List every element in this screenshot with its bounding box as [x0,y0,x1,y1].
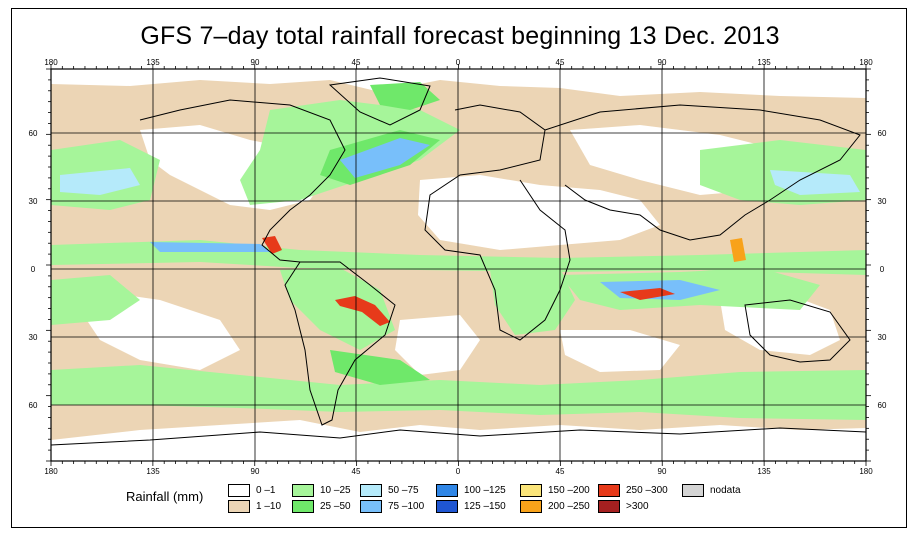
right-lat-label: 0 [880,265,885,274]
legend-label: 150 –200 [548,485,590,496]
dry-region-south-atlantic [395,315,480,375]
heavy-rain-north-atlantic [340,138,430,178]
top-lon-label: 135 [757,58,771,67]
legend-label: 10 –25 [320,485,351,496]
legend-label: 25 –50 [320,501,351,512]
legend-swatch [360,500,382,513]
left-lat-label: 30 [29,333,38,342]
rain-band-south-atlantic [330,350,430,385]
legend-swatch [228,500,250,513]
legend-swatch [436,500,458,513]
legend-label: 0 –1 [256,485,276,496]
coastline-europe-africa [424,104,571,341]
heavy-rain-north-pacific [60,168,140,195]
coastline-australia [744,299,851,363]
top-lon-label: 45 [556,58,565,67]
legend-swatch [520,484,542,497]
legend-swatch [436,484,458,497]
bottom-lon-label: 0 [456,467,461,476]
legend-label: 125 –150 [464,501,506,512]
bottom-lon-labels: 180 135 90 45 0 45 90 135 180 [44,467,873,476]
legend-label: 100 –125 [464,485,506,496]
legend-swatch [520,500,542,513]
top-lon-label: 90 [251,58,260,67]
legend-label: 50 –75 [388,485,419,496]
left-lat-label: 0 [31,265,36,274]
legend: Rainfall (mm) 0 –1 1 –10 10 –25 25 –50 5… [122,484,782,520]
bottom-lon-label: 45 [352,467,361,476]
heavy-rain-west-pacific [770,170,860,195]
extreme-rain-philippines [730,238,746,262]
tick-marks [46,64,871,466]
dry-region-south-indian [560,330,680,372]
legend-title: Rainfall (mm) [126,489,204,504]
left-lat-labels: 60 30 0 30 60 [29,129,38,410]
top-lon-label: 0 [456,58,461,67]
coastline-greenland [328,77,431,126]
top-lon-label: 45 [352,58,361,67]
right-lat-label: 30 [878,333,887,342]
legend-label: nodata [710,485,741,496]
legend-swatch [228,484,250,497]
legend-swatch [292,500,314,513]
dry-region-sahara-arabia [418,175,660,250]
dry-region-australia [720,295,840,355]
figure-frame [11,8,907,528]
left-lat-label: 30 [29,197,38,206]
legend-label: >300 [626,501,649,512]
top-lon-label: 180 [859,58,873,67]
coastline-north-america [139,99,346,263]
map-title: GFS 7–day total rainfall forecast beginn… [140,22,780,50]
bottom-lon-label: 180 [44,467,58,476]
legend-label: 200 –250 [548,501,590,512]
legend-label: 250 –300 [626,485,668,496]
rain-south-america [280,268,395,350]
extreme-rain-central-america [262,236,282,254]
top-lon-label: 180 [44,58,58,67]
heavy-rain-itcz-pacific [150,242,270,252]
top-lon-label: 135 [146,58,160,67]
extreme-rain-indian-ocean [620,288,675,300]
bottom-lon-label: 90 [251,467,260,476]
coastline-antarctica [51,427,866,446]
legend-swatch [598,484,620,497]
legend-label: 75 –100 [388,501,425,512]
legend-swatch [682,484,704,497]
left-lat-label: 60 [29,129,38,138]
legend-swatch [360,484,382,497]
legend-label: 1 –10 [256,501,282,512]
left-lat-label: 60 [29,401,38,410]
bottom-lon-label: 45 [556,467,565,476]
top-lon-label: 90 [658,58,667,67]
graticule [51,69,866,461]
bottom-lon-label: 135 [757,467,771,476]
extreme-rain-south-america [335,296,390,326]
bottom-lon-label: 180 [859,467,873,476]
legend-swatch [292,484,314,497]
right-lat-label: 60 [878,129,887,138]
top-lon-labels: 180 135 90 45 0 45 90 135 180 [44,58,873,67]
rain-belt-south-pacific [51,275,140,325]
right-lat-label: 60 [878,401,887,410]
right-lat-label: 30 [878,197,887,206]
legend-swatch [598,500,620,513]
rain-southern-africa [490,268,575,335]
coastline-asia [544,104,861,241]
bottom-lon-label: 135 [146,467,160,476]
right-lat-labels: 60 30 0 30 60 [878,129,887,410]
bottom-lon-label: 90 [658,467,667,476]
